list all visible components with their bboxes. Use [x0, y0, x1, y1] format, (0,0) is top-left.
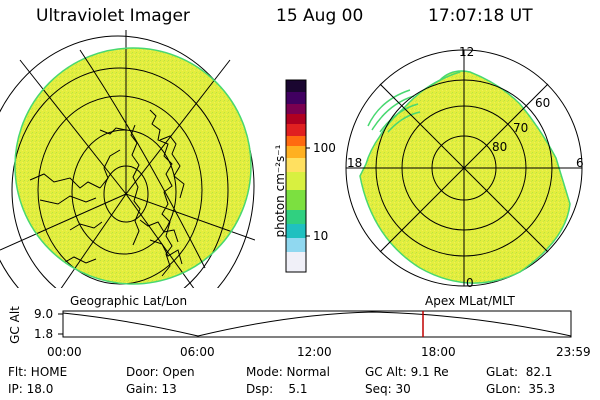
mlat-label-70: 70	[513, 121, 529, 135]
status-seq: Seq: 30	[365, 382, 411, 396]
mlt-label-0: 0	[466, 276, 474, 290]
mlat-grid	[346, 50, 582, 286]
status-dsp: Dsp: 5.1	[246, 382, 308, 396]
timeline-y-tick-low: 1.8	[34, 327, 54, 341]
time-label: 17:07:18 UT	[428, 6, 533, 26]
timeline-x-tick-4: 23:59	[556, 345, 591, 359]
status-door: Door: Open	[126, 365, 195, 379]
mlat-label-80: 80	[492, 140, 508, 154]
auroral-arcs	[367, 71, 461, 133]
right-panel-caption: Apex MLat/MLT	[425, 294, 515, 308]
timeline-x-tick-1: 06:00	[180, 345, 215, 359]
altitude-timeline	[58, 310, 572, 338]
colorbar-tick-10: 10	[313, 229, 329, 243]
mlt-label-12: 12	[459, 45, 475, 59]
left-panel-caption: Geographic Lat/Lon	[70, 294, 188, 308]
status-glon: GLon: 35.3	[486, 382, 556, 396]
color-scale-bar	[285, 79, 310, 273]
date-label: 15 Aug 00	[276, 6, 364, 26]
mlt-label-18: 18	[347, 156, 363, 170]
altitude-curve	[62, 311, 572, 337]
colorbar-tick-100: 100	[313, 141, 336, 155]
status-gain: Gain: 13	[126, 382, 177, 396]
coastlines	[29, 109, 185, 277]
status-gc-alt: GC Alt: 9.1 Re	[365, 365, 449, 379]
mlt-polar-panel	[345, 49, 583, 287]
geographic-map-panel	[0, 30, 255, 288]
timeline-x-tick-3: 18:00	[421, 345, 456, 359]
timeline-y-label: GC Alt	[8, 306, 22, 344]
mlat-label-60: 60	[535, 96, 551, 110]
status-mode: Mode: Normal	[246, 365, 330, 379]
status-glat: GLat: 82.1	[486, 365, 553, 379]
mlt-label-6: 6	[576, 156, 584, 170]
colorbar-unit-label: photon cm⁻²s⁻¹	[273, 144, 287, 238]
status-flight: Flt: HOME	[8, 365, 68, 379]
instrument-title: Ultraviolet Imager	[36, 6, 190, 26]
timeline-x-tick-2: 12:00	[297, 345, 332, 359]
timeline-x-tick-0: 00:00	[47, 345, 82, 359]
timeline-y-tick-high: 9.0	[34, 307, 54, 321]
status-ip: IP: 18.0	[8, 382, 54, 396]
uv-image-left	[15, 48, 251, 284]
